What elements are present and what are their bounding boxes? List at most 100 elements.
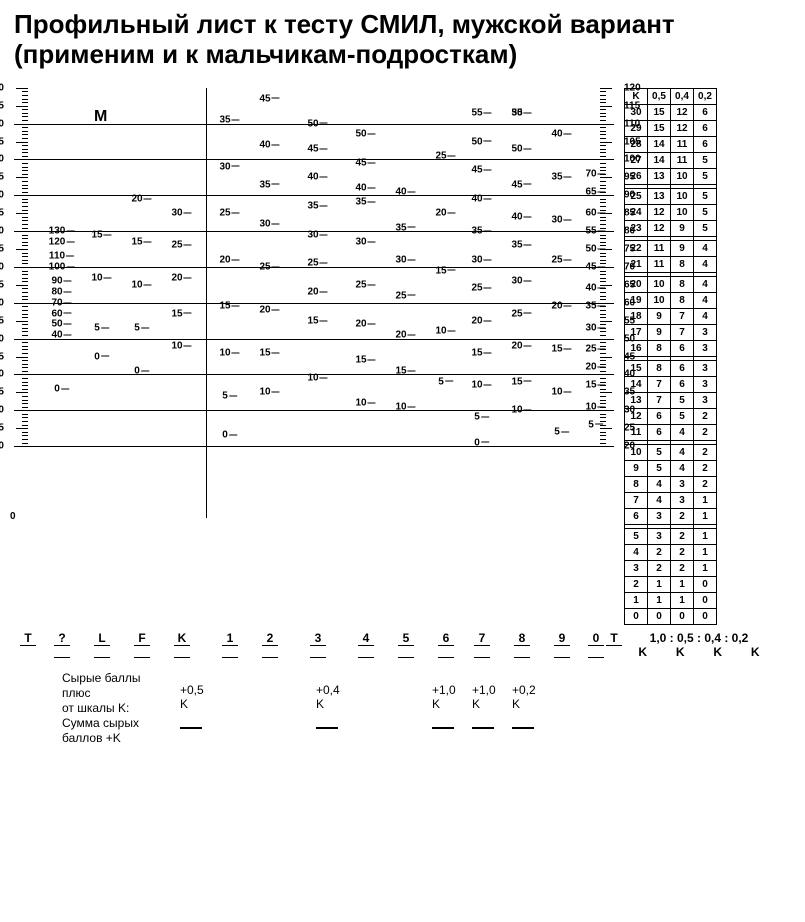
- scale-mark: 70: [585, 168, 606, 179]
- scale-mark: 15: [395, 365, 416, 376]
- scale-mark: 25: [551, 254, 572, 265]
- scale-mark: 60: [51, 308, 72, 319]
- scale-mark: 30: [551, 215, 572, 226]
- scale-mark: 25: [395, 290, 416, 301]
- scale-mark: 15: [435, 265, 456, 276]
- scale-mark: 40: [511, 211, 532, 222]
- scale-mark: 0: [54, 383, 70, 394]
- scale-mark: 15: [585, 380, 606, 391]
- scale-mark: 55: [471, 107, 492, 118]
- scale-mark: 40: [355, 183, 376, 194]
- k-add-footer: Сырые баллыплюсот шкалы K:Сумма сырыхбал…: [14, 671, 614, 746]
- x-label: ?: [58, 631, 65, 645]
- scale-mark: 50: [585, 244, 606, 255]
- x-label: 2: [267, 631, 274, 645]
- scale-mark: 30: [219, 161, 240, 172]
- scale-mark: 15: [511, 376, 532, 387]
- scale-mark: 50: [307, 118, 328, 129]
- scale-mark: 10: [395, 401, 416, 412]
- scale-mark: 15: [219, 301, 240, 312]
- scale-mark: 5: [134, 322, 150, 333]
- scale-mark: 15: [355, 355, 376, 366]
- scale-mark: 10: [511, 405, 532, 416]
- scale-mark: 20: [219, 254, 240, 265]
- x-label: 3: [315, 631, 322, 645]
- scale-mark: 0: [94, 351, 110, 362]
- scale-mark: 10: [307, 373, 328, 384]
- scale-mark: 5: [588, 419, 604, 430]
- scale-mark: 45: [259, 93, 280, 104]
- scale-mark: 20: [471, 315, 492, 326]
- scale-mark: 30: [355, 236, 376, 247]
- scale-mark: 5: [474, 412, 490, 423]
- page-title: Профильный лист к тесту СМИЛ, мужской ва…: [14, 10, 791, 70]
- scale-mark: 60: [585, 208, 606, 219]
- scale-mark: 110: [49, 251, 75, 262]
- scale-mark: 20: [435, 208, 456, 219]
- scale-mark: 25: [259, 261, 280, 272]
- scale-mark: 50: [471, 136, 492, 147]
- scale-mark: 100: [49, 261, 76, 272]
- x-label: T: [610, 631, 617, 645]
- scale-mark: 45: [307, 143, 328, 154]
- scale-mark: 35: [585, 301, 606, 312]
- scale-mark: 70: [51, 297, 72, 308]
- scale-mark: 45: [471, 165, 492, 176]
- profile-chart: 2025303540455055606570758085909510010511…: [14, 88, 614, 518]
- scale-mark: 30: [585, 322, 606, 333]
- scale-mark: 35: [307, 201, 328, 212]
- scale-mark: 15: [259, 347, 280, 358]
- scale-mark: 0: [134, 365, 150, 376]
- scale-mark: 25: [511, 308, 532, 319]
- x-label: L: [98, 631, 105, 645]
- scale-mark: 55: [585, 226, 606, 237]
- scale-mark: 120: [49, 236, 76, 247]
- scale-mark: 20: [511, 340, 532, 351]
- scale-mark: 15: [471, 347, 492, 358]
- scale-mark: 35: [471, 226, 492, 237]
- scale-mark: 40: [585, 283, 606, 294]
- scale-mark: 0: [474, 437, 490, 448]
- scale-mark: 10: [219, 347, 240, 358]
- scale-mark: 20: [585, 362, 606, 373]
- x-label: 9: [559, 631, 566, 645]
- scale-mark: 10: [585, 401, 606, 412]
- scale-mark: 15: [171, 308, 192, 319]
- x-label: 6: [443, 631, 450, 645]
- scale-mark: 30: [471, 254, 492, 265]
- scale-mark: 50: [511, 143, 532, 154]
- scale-mark: 50: [355, 129, 376, 140]
- k-correction-table: K0,50,40,2301512629151262814116271411526…: [624, 88, 717, 625]
- scale-mark: 25: [171, 240, 192, 251]
- scale-mark: 90: [51, 276, 72, 287]
- scale-mark: 0: [222, 430, 238, 441]
- scale-mark: 20: [131, 193, 152, 204]
- scale-mark: 35: [511, 240, 532, 251]
- scale-mark: 50: [51, 319, 72, 330]
- scale-mark: 45: [511, 179, 532, 190]
- scale-mark: 20: [551, 301, 572, 312]
- scale-mark: 15: [551, 344, 572, 355]
- scale-mark: 10: [551, 387, 572, 398]
- scale-mark: 5: [554, 426, 570, 437]
- scale-mark: 10: [471, 380, 492, 391]
- scale-mark: 20: [395, 330, 416, 341]
- scale-mark: 25: [307, 258, 328, 269]
- scale-mark: 25: [585, 344, 606, 355]
- scale-mark: 30: [259, 218, 280, 229]
- scale-mark: 45: [355, 158, 376, 169]
- scale-mark: 5: [222, 390, 238, 401]
- scale-mark: 5: [94, 322, 110, 333]
- scale-mark: 10: [91, 272, 112, 283]
- scale-mark: 45: [585, 261, 606, 272]
- x-label: F: [138, 631, 145, 645]
- scale-mark: 55: [511, 107, 532, 118]
- scale-mark: 25: [219, 208, 240, 219]
- x-scale-labels: T?LFK1234567890T: [14, 631, 614, 671]
- scale-mark: 40: [259, 140, 280, 151]
- scale-mark: 10: [355, 398, 376, 409]
- scale-mark: 130: [49, 226, 76, 237]
- gender-letter: М: [94, 108, 107, 126]
- scale-mark: 30: [511, 276, 532, 287]
- scale-mark: 15: [307, 315, 328, 326]
